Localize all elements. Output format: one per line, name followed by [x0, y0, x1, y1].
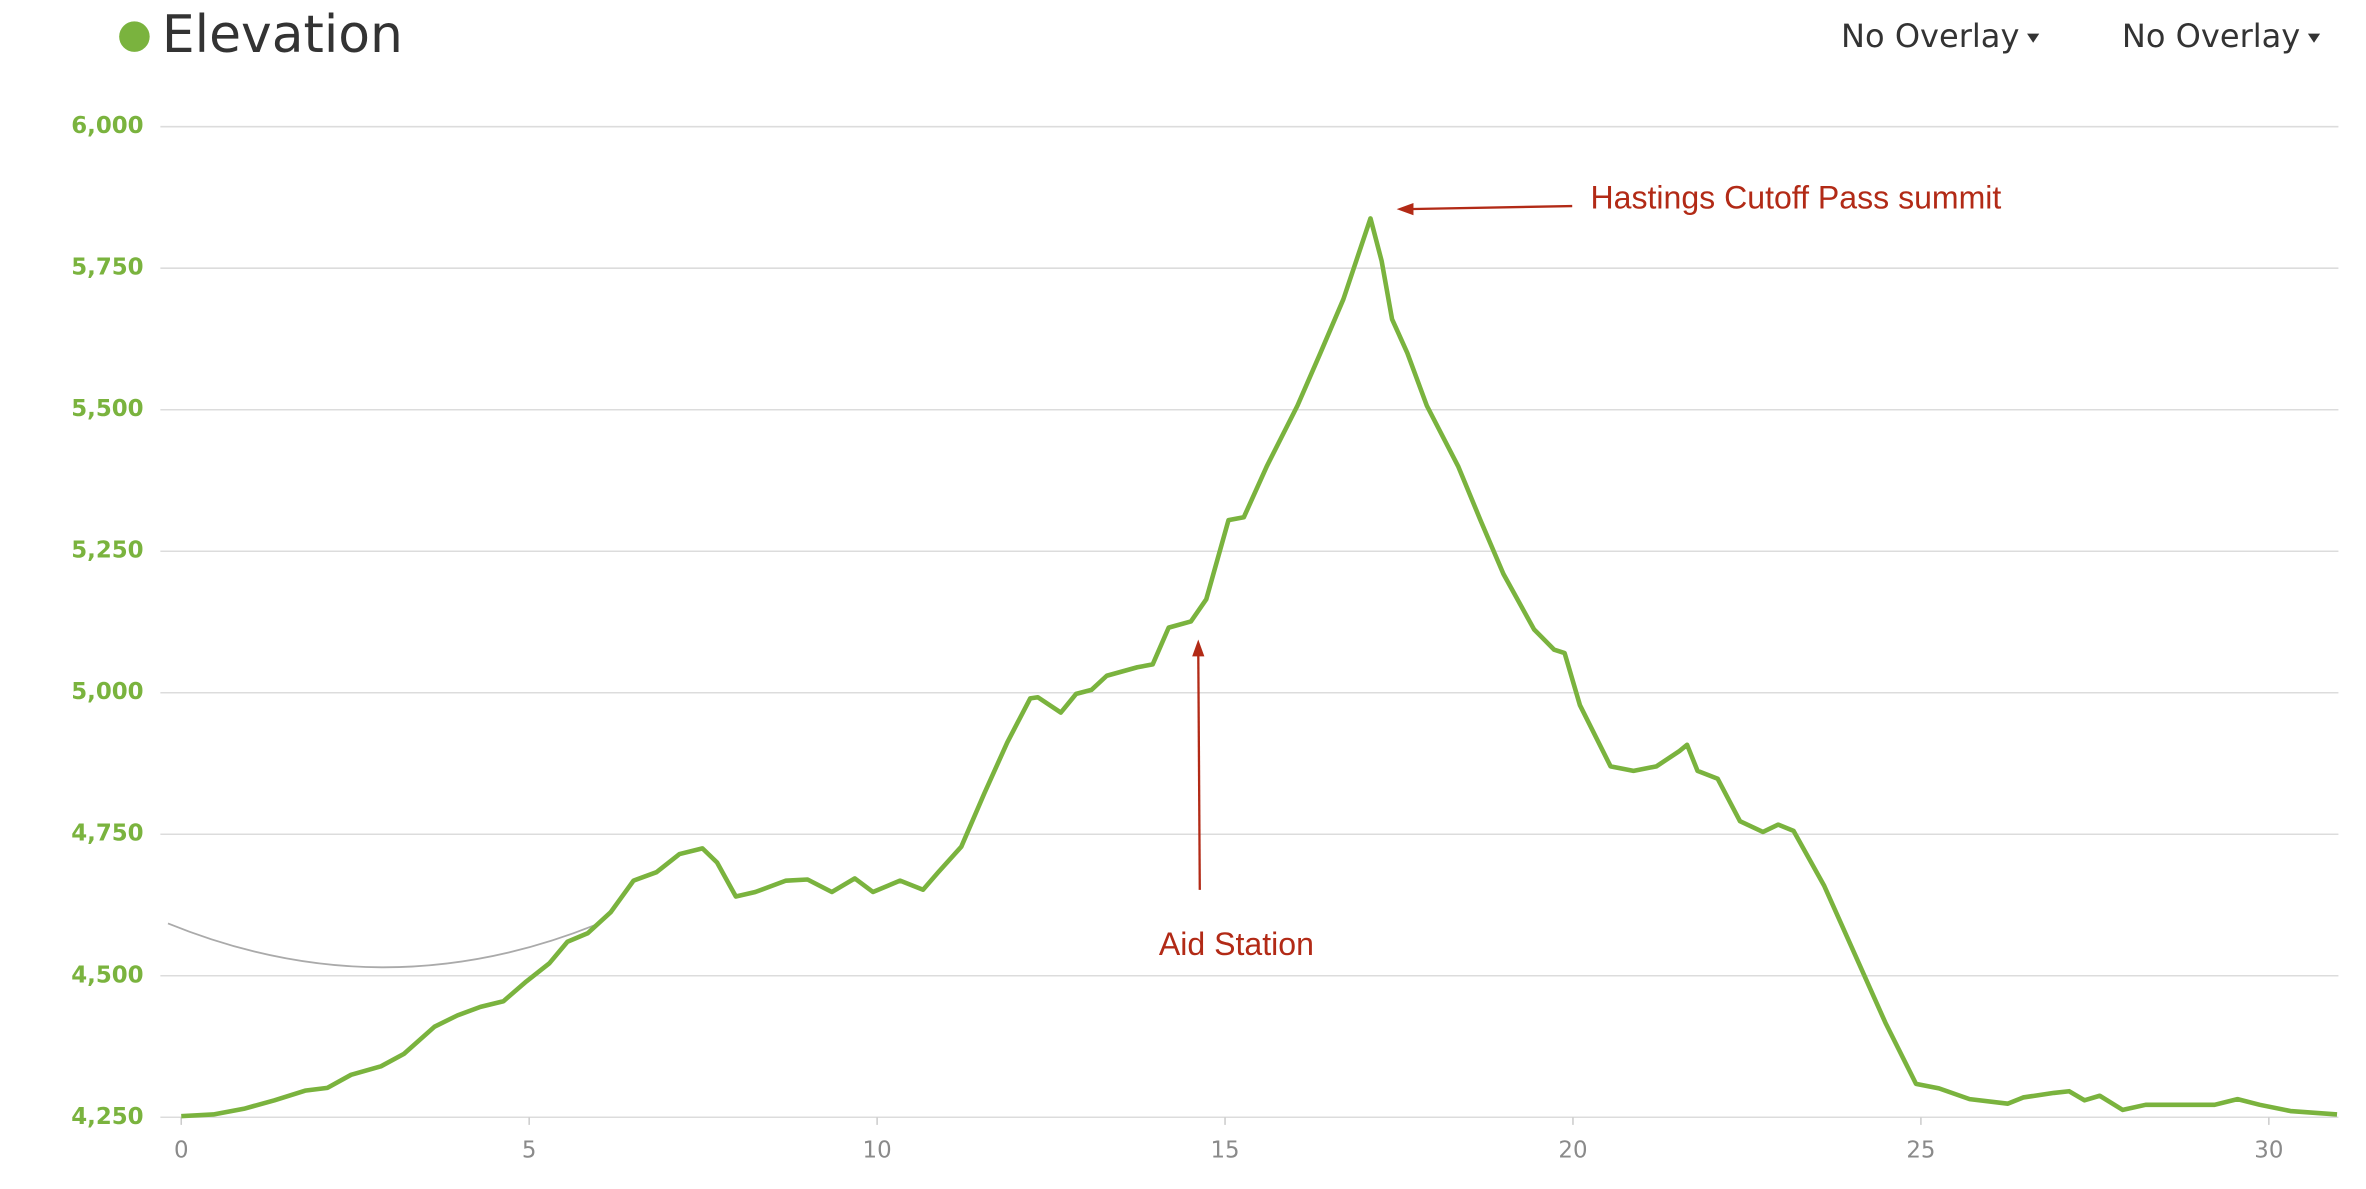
overlay-label[interactable]: No Overlay [2122, 17, 2300, 55]
overlay-dropdown[interactable]: No Overlay [2122, 17, 2321, 55]
y-tick-label: 5,000 [71, 679, 143, 705]
y-tick-label: 4,250 [71, 1104, 143, 1130]
x-tick-label: 0 [174, 1137, 189, 1163]
elevation-line [181, 216, 2338, 1119]
x-tick-label: 20 [1558, 1137, 1587, 1163]
y-tick-label: 6,000 [71, 113, 143, 139]
overlay-label[interactable]: No Overlay [1841, 17, 2019, 55]
annotation: Aid Station [1159, 926, 1314, 962]
annotation-arrow [1407, 204, 1573, 211]
grid: 4,250 4,500 4,750 5,000 5,250 5,500 5,750 6,000… [71, 113, 2339, 1163]
dropdown-caret [2307, 33, 2321, 43]
x-tick-label: 30 [2254, 1137, 2283, 1163]
x-tick-label: 15 [1210, 1137, 1239, 1163]
plot [181, 216, 2338, 1119]
x-tick-label: 25 [1906, 1137, 1935, 1163]
hover-arc [167, 922, 596, 969]
legend-dot [119, 21, 150, 52]
arrow-head [1192, 639, 1205, 657]
panel-title: Elevation [162, 5, 403, 65]
x-tick-label: 10 [863, 1137, 892, 1163]
arrow-head [1396, 203, 1414, 216]
y-tick-label: 4,750 [71, 821, 143, 847]
y-tick-label: 5,500 [71, 396, 143, 422]
annotation-arrow [1197, 650, 1201, 890]
x-tick-label: 5 [522, 1137, 537, 1163]
overlay-dropdown[interactable]: No Overlay [1841, 17, 2040, 55]
y-tick-label: 5,750 [71, 255, 143, 281]
dropdown-caret [2027, 33, 2040, 43]
y-tick-label: 4,500 [71, 962, 143, 988]
annotation: Hastings Cutoff Pass summit [1591, 179, 2002, 215]
y-tick-label: 5,250 [71, 538, 143, 564]
